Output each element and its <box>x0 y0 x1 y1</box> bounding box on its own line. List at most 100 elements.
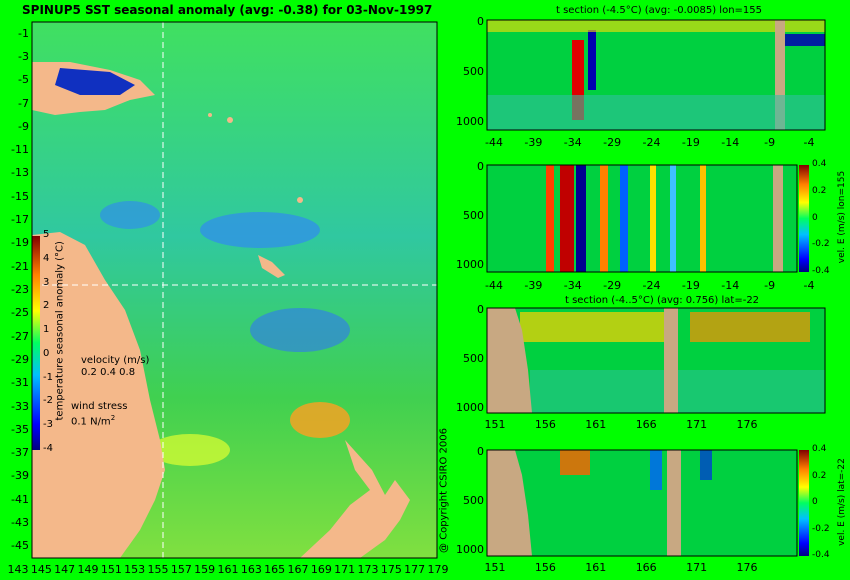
panel4-colorbar-tick: -0.2 <box>812 523 830 534</box>
map-colorbar-tick: 0 <box>43 347 50 359</box>
panel2-x-tick: -19 <box>681 279 700 292</box>
map-colorbar-tick: 4 <box>43 252 50 264</box>
map-colorbar-tick: -1 <box>43 371 53 383</box>
panel4-cold <box>700 450 712 480</box>
map-colorbar-label: temperature seasonal anomaly (°C) <box>54 241 66 421</box>
panel4-colorbar-label: vel. E (m/s) lat=-22 <box>837 458 847 546</box>
australia-land <box>32 232 165 558</box>
map-colorbar <box>32 236 40 450</box>
map-y-tick: -1 <box>18 26 29 40</box>
panel4-x-tick: 151 <box>484 561 506 574</box>
panel2-colorbar-tick: 0.2 <box>812 185 827 196</box>
panel1-y-tick: 0 <box>477 15 484 28</box>
map-x-tick: 145 <box>30 563 52 576</box>
map-colorbar-tick: -4 <box>43 443 53 454</box>
map-x-tick: 163 <box>240 563 262 576</box>
panel2-land <box>773 165 783 272</box>
panel3-warm <box>520 312 670 342</box>
map-y-tick: -23 <box>11 283 29 296</box>
warm-anomaly <box>290 402 350 438</box>
panel3-x-tick: 151 <box>484 418 506 431</box>
map-y-tick: -35 <box>11 422 29 436</box>
map-y-tick: -11 <box>11 143 29 157</box>
panel2-colorbar-tick: 0 <box>812 212 818 223</box>
map-x-tick: 179 <box>427 563 449 576</box>
map-y-tick: -41 <box>11 492 29 506</box>
panel2-x-tick: -24 <box>642 279 661 292</box>
panel2-band <box>670 165 676 272</box>
map-y-tick: -9 <box>18 119 29 133</box>
map-frame <box>31 21 438 559</box>
panel3-y-tick: 500 <box>463 352 484 365</box>
panel4-y-tick: 1000 <box>456 543 484 556</box>
panel4-warm <box>560 450 590 475</box>
map-x-tick: 155 <box>147 563 169 576</box>
panel4-x-tick: 166 <box>635 561 657 574</box>
wind-stress-exponent: 2 <box>110 414 116 422</box>
map-y-tick: -5 <box>18 73 29 87</box>
panel1-y-tick: 500 <box>463 65 484 78</box>
new-zealand-land <box>300 440 410 558</box>
panel4-cold <box>650 450 662 490</box>
map-y-tick: -17 <box>11 213 29 227</box>
map-y-tick: -39 <box>11 469 29 483</box>
map-y-tick: -19 <box>11 236 29 250</box>
panel4-colorbar-tick: 0.2 <box>812 470 827 481</box>
panel4-land <box>487 450 532 556</box>
map-y-tick: -43 <box>11 516 29 530</box>
panel4-x-tick: 176 <box>736 561 758 574</box>
panel2-frame <box>486 164 798 273</box>
panel2-colorbar-tick: -0.2 <box>812 239 830 250</box>
panel4-colorbar-tick: -0.4 <box>812 550 830 560</box>
panel2-band <box>560 165 574 272</box>
panel4-y-tick: 500 <box>463 494 484 507</box>
panel2-x-tick: -44 <box>485 279 503 292</box>
panel2-band <box>546 165 554 272</box>
panel3-x-tick: 166 <box>635 418 657 431</box>
panel4-colorbar-tick: 0.4 <box>812 444 827 454</box>
panel1-land <box>775 20 785 130</box>
cold-anomaly <box>100 201 160 229</box>
panel2-band <box>700 165 706 272</box>
island <box>297 197 303 203</box>
map-colorbar-tick: 5 <box>43 229 50 240</box>
map-x-tick: 159 <box>194 563 216 576</box>
map-y-tick: -27 <box>11 329 29 343</box>
panel1-x-tick: -9 <box>764 136 776 149</box>
panel3-y-tick: 1000 <box>456 401 484 414</box>
map-y-tick: -13 <box>11 166 29 180</box>
panel2-band <box>650 165 656 272</box>
panel1-cold-band <box>588 30 596 90</box>
map-y-tick: -21 <box>11 259 29 273</box>
map-y-tick: -25 <box>11 306 29 320</box>
map-x-tick: 177 <box>404 563 426 576</box>
panel3-frame <box>486 307 826 414</box>
panel4-x-tick: 161 <box>585 561 607 574</box>
map-x-tick: 171 <box>334 563 356 576</box>
map-colorbar-tick: 2 <box>43 300 50 312</box>
map-y-tick: -31 <box>11 376 29 390</box>
island <box>208 113 212 117</box>
map-colorbar-tick: 3 <box>43 276 50 288</box>
panel2-band <box>576 165 586 272</box>
map-x-tick: 173 <box>357 563 379 576</box>
panel1-surface <box>487 20 825 32</box>
panel2-x-tick: -39 <box>524 279 543 292</box>
velocity-label: velocity (m/s) <box>81 355 150 366</box>
map-x-tick: 157 <box>170 563 192 576</box>
panel2-band <box>600 165 608 272</box>
panel2-y-tick: 1000 <box>456 258 484 271</box>
panel2-colorbar <box>799 165 809 272</box>
panel4-colorbar-tick: 0 <box>812 497 818 507</box>
panel1-x-tick: -44 <box>485 136 503 149</box>
map-colorbar-tick: -3 <box>43 419 53 431</box>
panel3-x-tick: 156 <box>534 418 556 431</box>
map-x-tick: 143 <box>7 563 29 576</box>
panel2-x-tick: -29 <box>603 279 622 292</box>
panel2-x-tick: -14 <box>721 279 740 292</box>
panel1-x-tick: -4 <box>803 136 815 149</box>
panel1-x-tick: -19 <box>681 136 700 149</box>
panel2-x-tick: -9 <box>764 279 776 292</box>
panel1-x-tick: -24 <box>642 136 661 149</box>
map-x-tick: 153 <box>124 563 146 576</box>
